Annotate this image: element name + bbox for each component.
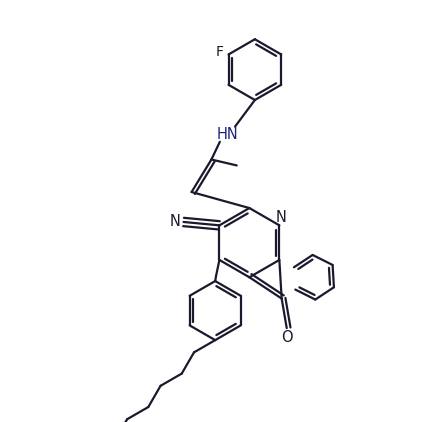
Text: N: N	[276, 210, 286, 225]
Text: O: O	[281, 330, 293, 345]
Text: F: F	[215, 45, 223, 60]
Text: N: N	[170, 214, 180, 230]
Text: HN: HN	[216, 127, 238, 142]
